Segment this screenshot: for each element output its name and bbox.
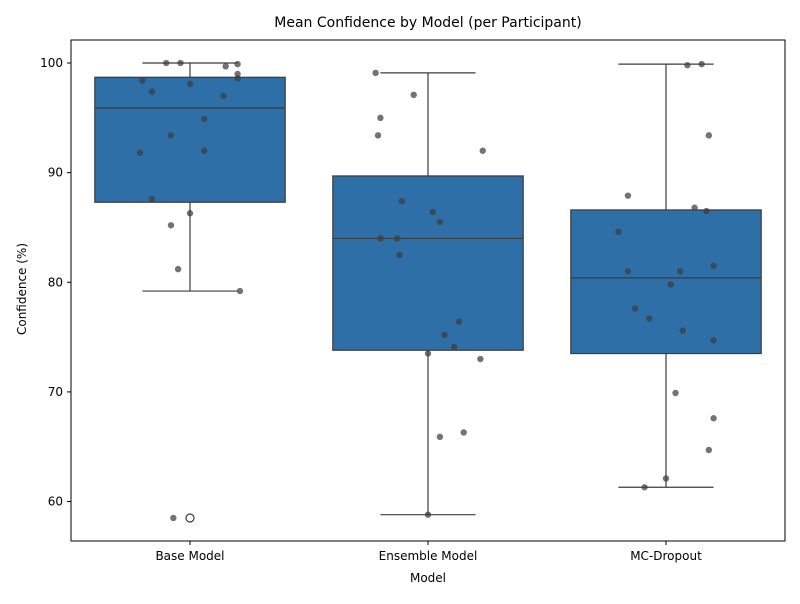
participant-point [641, 484, 648, 491]
y-tick-label: 80 [48, 275, 63, 289]
box-iqr [94, 76, 286, 203]
participant-point [398, 197, 406, 205]
participant-point [186, 80, 194, 88]
box-group-mc-dropout [570, 60, 762, 491]
participant-point [136, 149, 144, 157]
y-tick-label: 100 [40, 56, 63, 70]
box-group-base-model [94, 59, 286, 523]
participant-point [631, 305, 639, 312]
participant-point [220, 92, 227, 100]
y-axis-label: Confidence (%) [15, 243, 29, 335]
participant-point [691, 204, 698, 211]
participant-point [703, 207, 710, 215]
participant-point [234, 75, 241, 82]
participant-point [698, 60, 705, 68]
participant-point [679, 327, 686, 334]
participant-point [436, 218, 444, 226]
y-axis: 60 70 80 90 100 [40, 56, 71, 509]
participant-point [455, 318, 463, 325]
participant-point [672, 389, 679, 397]
participant-point [374, 132, 382, 139]
participant-point [174, 265, 182, 273]
participant-point [236, 287, 244, 295]
participant-point [377, 114, 384, 122]
participant-point [372, 69, 379, 77]
participant-point [429, 208, 436, 216]
participant-point [710, 262, 717, 270]
participant-point [234, 70, 241, 78]
participant-point [377, 235, 384, 242]
participant-point [479, 147, 486, 154]
x-tick-label: Base Model [155, 549, 224, 563]
participant-point [167, 132, 175, 139]
x-tick-label: MC-Dropout [630, 549, 702, 563]
y-tick-label: 60 [48, 495, 63, 509]
plot-area [70, 39, 786, 542]
participant-point [201, 115, 208, 123]
participant-point [646, 315, 653, 322]
x-axis: Base Model Ensemble Model MC-Dropout [155, 541, 702, 563]
participant-point [222, 63, 229, 70]
box-iqr [332, 175, 524, 351]
box-group-ensemble-model [332, 69, 524, 518]
participant-point [450, 343, 458, 351]
participant-point [667, 281, 674, 288]
participant-point [393, 235, 401, 242]
y-tick-label: 70 [48, 385, 63, 399]
participant-point [170, 514, 177, 522]
participant-point [424, 511, 432, 518]
participant-point [662, 475, 670, 482]
participant-point [477, 355, 484, 363]
participant-point [705, 446, 713, 454]
participant-point [234, 60, 241, 68]
participant-point [148, 88, 156, 95]
participant-point [615, 228, 622, 236]
participant-point [410, 91, 417, 99]
participant-point [677, 268, 684, 275]
participant-point [460, 429, 467, 436]
participant-point [424, 350, 432, 357]
participant-point [148, 195, 156, 203]
participant-point [396, 251, 403, 259]
participant-point [167, 222, 175, 229]
participant-point [624, 268, 632, 275]
participant-point [201, 147, 208, 154]
participant-point [705, 132, 713, 139]
participant-point [684, 62, 691, 69]
outlier-marker [185, 513, 195, 523]
chart-title: Mean Confidence by Model (per Participan… [274, 15, 581, 31]
x-tick-label: Ensemble Model [379, 549, 478, 563]
participant-point [186, 210, 194, 217]
participant-point [436, 433, 444, 441]
participant-point [177, 59, 184, 67]
y-tick-label: 90 [48, 166, 63, 180]
participant-point [441, 331, 448, 339]
participant-point [139, 77, 146, 84]
participant-point [624, 192, 632, 199]
participant-point [710, 415, 717, 422]
participant-point [163, 59, 170, 67]
participant-point [710, 337, 717, 344]
x-axis-label: Model [410, 571, 446, 585]
box-iqr [570, 209, 762, 355]
